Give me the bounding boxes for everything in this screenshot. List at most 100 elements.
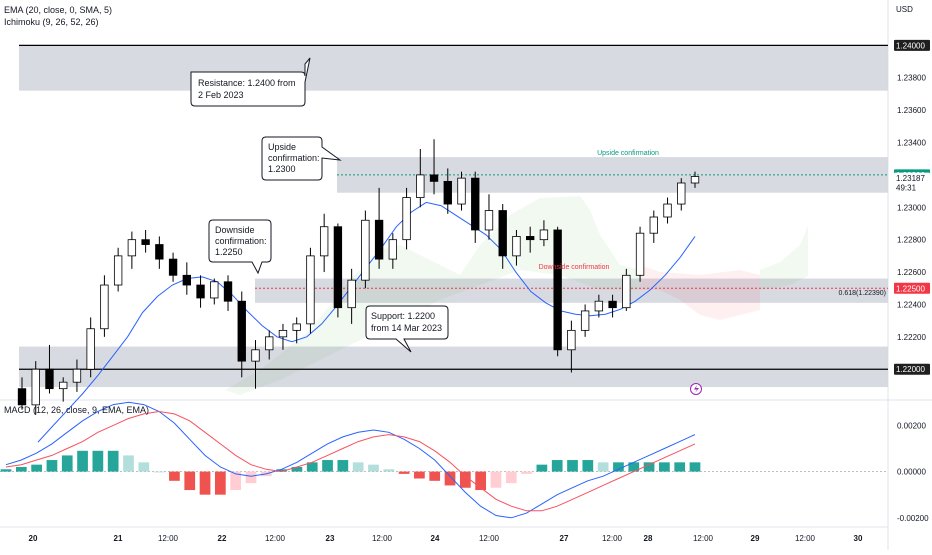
macd-histogram-bar bbox=[536, 464, 548, 472]
ema-indicator-label[interactable]: EMA (20, close, 0, SMA, 5) bbox=[4, 5, 113, 15]
candle-body bbox=[429, 174, 439, 182]
candle-body bbox=[196, 284, 205, 299]
macd-histogram-bar bbox=[597, 462, 609, 472]
candle-body bbox=[31, 368, 40, 406]
upside-callout-box bbox=[261, 136, 342, 181]
support-callout-line-1: Support: 1.2200 bbox=[371, 311, 435, 321]
ichimoku-indicator-label[interactable]: Ichimoku (9, 26, 52, 26) bbox=[4, 17, 99, 27]
macd-tick-label: 0.00000 bbox=[897, 468, 926, 477]
macd-histogram-bar bbox=[383, 469, 395, 472]
upside-callout[interactable]: Upside confirmation: 1.2300 bbox=[261, 136, 342, 181]
price-tick-label: 1.22600 bbox=[897, 268, 926, 277]
candle-body bbox=[622, 274, 631, 309]
candle-body bbox=[677, 182, 686, 205]
downside-callout[interactable]: Downside confirmation: 1.2250 bbox=[208, 219, 272, 275]
candle-body bbox=[416, 174, 425, 198]
candle-body bbox=[127, 239, 137, 257]
time-tick-label: 12:00 bbox=[372, 534, 393, 543]
macd-histogram-bar bbox=[169, 471, 180, 481]
candle-body bbox=[457, 177, 466, 205]
candle-body bbox=[86, 328, 95, 370]
time-tick-label: 23 bbox=[326, 534, 335, 543]
macd-histogram-bar bbox=[184, 471, 196, 491]
macd-histogram-bar bbox=[414, 471, 425, 479]
ichimoku-cloud-green-2 bbox=[760, 226, 808, 290]
candle-body bbox=[567, 329, 576, 351]
candle-body bbox=[580, 310, 590, 331]
candle-body bbox=[635, 232, 645, 276]
time-tick-label: 12:00 bbox=[265, 534, 286, 543]
flash-icon[interactable] bbox=[690, 383, 702, 395]
downside-callout-line-1: Downside bbox=[215, 225, 255, 235]
zone-resistance bbox=[19, 45, 888, 91]
candle-body bbox=[663, 203, 672, 218]
zone-upside-confirmation bbox=[337, 157, 888, 193]
candle-body bbox=[512, 236, 521, 257]
price-tag-label: 1.22500 bbox=[896, 284, 925, 293]
macd-layer bbox=[0, 401, 888, 519]
macd-histogram-bar bbox=[322, 460, 333, 472]
candle-body bbox=[649, 216, 658, 234]
candle-body bbox=[141, 239, 150, 245]
macd-histogram-bar bbox=[613, 462, 624, 472]
candle-body bbox=[333, 226, 343, 309]
price-tick-label: 1.23400 bbox=[897, 139, 926, 148]
macd-histogram-bar bbox=[368, 464, 379, 472]
candle-body bbox=[265, 336, 274, 351]
price-tag-bg bbox=[894, 363, 930, 375]
macd-histogram-bar bbox=[444, 471, 456, 486]
time-tick-label: 12:00 bbox=[795, 534, 816, 543]
candle-body bbox=[443, 180, 452, 205]
candle-body bbox=[361, 219, 370, 281]
flash-icon-bolt bbox=[694, 385, 699, 393]
price-tick-label: 1.23000 bbox=[897, 203, 926, 212]
ichimoku-cloud-red bbox=[640, 265, 760, 320]
macd-tick-label: -0.00200 bbox=[897, 514, 929, 523]
price-tag-bg bbox=[894, 282, 930, 294]
price-tag-label: 1.22000 bbox=[896, 365, 925, 374]
macd-histogram-bar bbox=[214, 471, 226, 495]
support-callout-line-2: from 14 Mar 2023 bbox=[371, 323, 442, 333]
macd-tick-label: 0.00200 bbox=[897, 421, 926, 430]
candle-body bbox=[210, 281, 219, 299]
macd-histogram-bar bbox=[138, 462, 150, 472]
upside-confirmation-label: Upside confirmation bbox=[597, 150, 659, 157]
price-tag-bg bbox=[894, 172, 930, 193]
macd-histogram-bar bbox=[521, 471, 532, 474]
time-tick-label: 12:00 bbox=[158, 534, 179, 543]
macd-indicator-label[interactable]: MACD (12, 26, close, 9, EMA, EMA) bbox=[4, 405, 150, 415]
candle-body bbox=[539, 229, 549, 241]
time-tick-label: 12:00 bbox=[693, 534, 714, 543]
macd-histogram-bar bbox=[199, 471, 211, 495]
macd-histogram-bar bbox=[61, 455, 73, 472]
macd-histogram-bar bbox=[674, 462, 686, 472]
macd-histogram-bar bbox=[337, 460, 349, 472]
time-tick-label: 30 bbox=[854, 534, 863, 543]
price-tick-label: 1.22400 bbox=[897, 300, 926, 309]
macd-histogram-bar bbox=[153, 471, 165, 473]
levels-layer bbox=[19, 44, 888, 370]
candle-body bbox=[223, 281, 233, 302]
candle-body bbox=[374, 219, 384, 260]
macd-histogram-bar bbox=[429, 471, 441, 481]
price-tick-label: 1.23600 bbox=[897, 106, 926, 115]
candle-body bbox=[292, 323, 301, 331]
upside-callout-line-2: confirmation: bbox=[268, 153, 320, 163]
candle-body bbox=[59, 381, 68, 390]
macd-histogram-bar bbox=[245, 471, 257, 484]
candle-body bbox=[45, 368, 54, 390]
macd-line bbox=[5, 401, 696, 519]
resistance-callout[interactable]: Resistance: 1.2400 from 2 Feb 2023 bbox=[190, 57, 311, 107]
time-tick-label: 12:00 bbox=[479, 534, 500, 543]
candle-body bbox=[484, 210, 494, 231]
candle-body bbox=[113, 255, 123, 286]
support-callout[interactable]: Support: 1.2200 from 14 Mar 2023 bbox=[365, 305, 449, 353]
downside-callout-line-3: 1.2250 bbox=[215, 247, 243, 257]
macd-histogram-bar bbox=[567, 460, 578, 472]
candle-body bbox=[17, 388, 27, 406]
downside-callout-line-2: confirmation: bbox=[215, 236, 267, 246]
price-tick-label: 1.22800 bbox=[897, 236, 926, 245]
